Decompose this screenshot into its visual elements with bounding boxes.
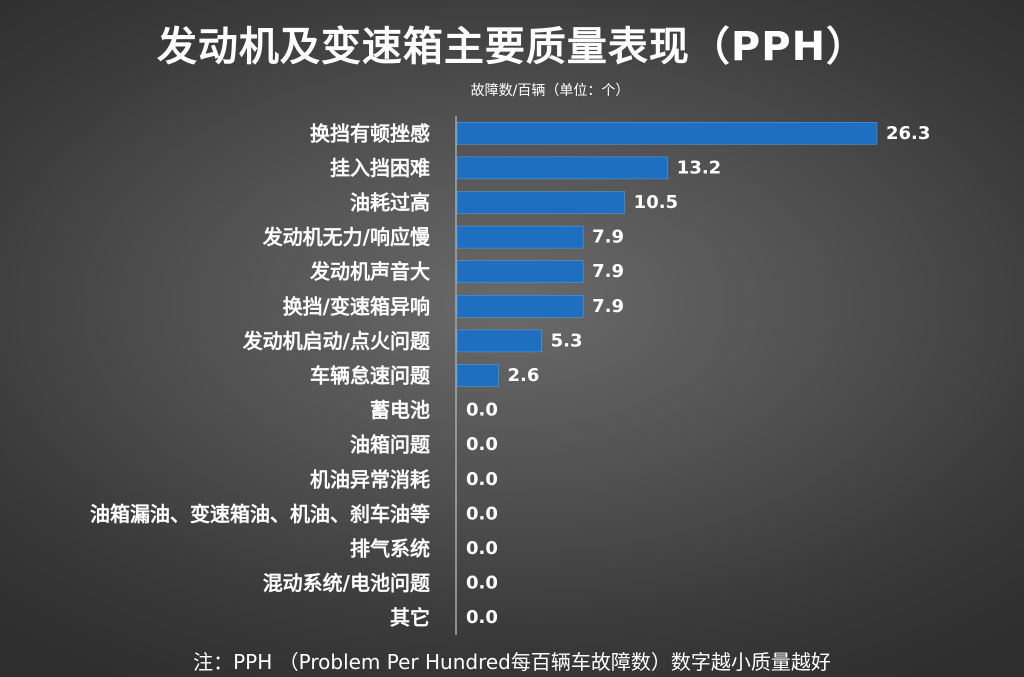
unit-label: 故障数/百辆（单位：个） — [470, 83, 630, 99]
category-label: 挂入挡困难 — [330, 156, 430, 180]
category-label: 换挡有顿挫感 — [310, 121, 430, 145]
bar — [456, 295, 584, 318]
category-label: 发动机声音大 — [309, 260, 430, 284]
value-label: 0.0 — [466, 400, 498, 421]
bar — [456, 191, 625, 214]
value-label: 0.0 — [466, 538, 498, 559]
category-label: 排气系统 — [350, 537, 430, 561]
category-label: 机油异常消耗 — [310, 467, 430, 491]
category-label: 发动机启动/点火问题 — [242, 329, 431, 353]
value-label: 0.0 — [466, 573, 498, 594]
bar — [456, 329, 542, 353]
bars-layer: 换挡有顿挫感 26.3 挂入挡困难 13.2 油耗过高 10.5 发动机无力/响应慢 7.9 发… — [90, 116, 930, 635]
value-label: 0.0 — [466, 469, 498, 490]
value-label: 5.3 — [551, 330, 583, 351]
value-label: 10.5 — [634, 192, 678, 213]
category-label: 油箱漏油、变速箱油、机油、刹车油等 — [90, 502, 430, 526]
chart-title: 发动机及变速箱主要质量表现（PPH） — [156, 24, 868, 70]
category-label: 其它 — [390, 606, 430, 630]
category-label: 换挡/变速箱异响 — [283, 294, 430, 318]
value-label: 26.3 — [886, 123, 930, 144]
category-label: 油耗过高 — [350, 191, 430, 215]
category-label: 蓄电池 — [370, 398, 430, 422]
value-label: 13.2 — [677, 157, 721, 178]
value-label: 7.9 — [592, 227, 624, 248]
category-label: 混动系统/电池问题 — [263, 571, 431, 595]
value-label: 7.9 — [592, 261, 624, 282]
value-label: 0.0 — [466, 434, 498, 455]
bar — [456, 364, 499, 387]
bar — [456, 260, 584, 283]
bar — [456, 225, 584, 249]
value-label: 0.0 — [466, 607, 498, 628]
category-label: 发动机无力/响应慢 — [262, 225, 431, 249]
footnote: 注：PPH （Problem Per Hundred每百辆车故障数）数字越小质量… — [193, 650, 831, 674]
value-label: 2.6 — [508, 365, 540, 386]
value-label: 0.0 — [466, 503, 498, 524]
category-label: 车辆怠速问题 — [310, 364, 431, 388]
value-label: 7.9 — [592, 296, 624, 317]
category-label: 油箱问题 — [350, 433, 431, 457]
bar — [456, 122, 878, 145]
bar — [456, 156, 669, 180]
